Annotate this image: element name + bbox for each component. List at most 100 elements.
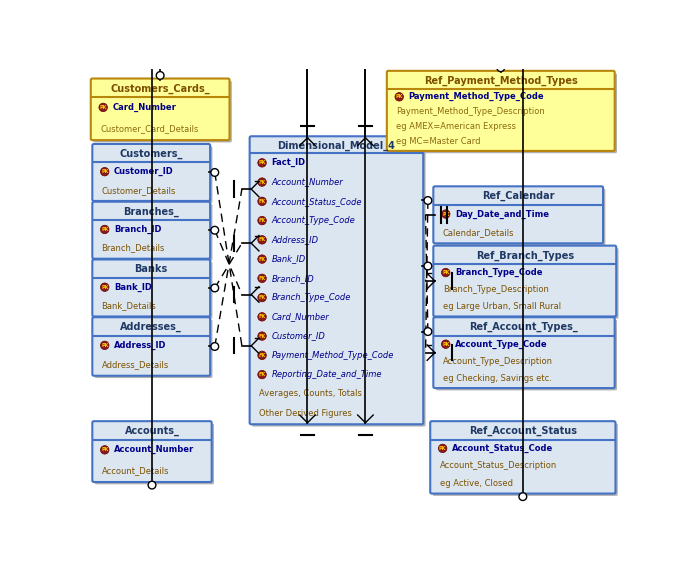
- Text: Branch_Type_Code: Branch_Type_Code: [271, 293, 351, 302]
- Text: Dimensional_Model_4: Dimensional_Model_4: [278, 140, 395, 151]
- Circle shape: [258, 274, 267, 283]
- Text: Addresses_: Addresses_: [121, 322, 182, 332]
- Text: PK: PK: [442, 270, 449, 275]
- Text: Ref_Account_Types_: Ref_Account_Types_: [470, 322, 578, 332]
- Text: PK: PK: [442, 341, 449, 347]
- Text: FK: FK: [258, 199, 266, 204]
- FancyBboxPatch shape: [94, 320, 212, 378]
- Text: FK: FK: [258, 238, 266, 242]
- Circle shape: [442, 268, 450, 277]
- Text: Account_Type_Code: Account_Type_Code: [271, 216, 355, 225]
- Text: Account_Number: Account_Number: [271, 178, 343, 187]
- Text: Customer_ID: Customer_ID: [114, 167, 174, 176]
- Text: FK: FK: [258, 256, 266, 262]
- Text: eg Active, Closed: eg Active, Closed: [440, 479, 513, 488]
- Circle shape: [211, 284, 218, 292]
- Circle shape: [424, 196, 432, 204]
- Circle shape: [258, 236, 267, 244]
- Text: Ref_Account_Status: Ref_Account_Status: [469, 426, 577, 436]
- Circle shape: [211, 226, 218, 234]
- Text: eg AMEX=American Express: eg AMEX=American Express: [396, 122, 516, 131]
- Circle shape: [211, 168, 218, 176]
- Text: Card_Number: Card_Number: [112, 103, 176, 112]
- Text: PK: PK: [439, 446, 446, 451]
- Circle shape: [258, 159, 267, 167]
- Text: Account_Status_Code: Account_Status_Code: [271, 197, 362, 206]
- Circle shape: [438, 444, 447, 453]
- Circle shape: [101, 445, 109, 454]
- FancyBboxPatch shape: [387, 71, 615, 151]
- Circle shape: [395, 93, 404, 101]
- Circle shape: [156, 71, 164, 79]
- FancyBboxPatch shape: [433, 246, 616, 316]
- Text: FK: FK: [258, 353, 266, 358]
- FancyBboxPatch shape: [433, 317, 615, 388]
- Text: Banks: Banks: [134, 264, 168, 275]
- FancyBboxPatch shape: [433, 186, 603, 243]
- FancyBboxPatch shape: [430, 421, 615, 493]
- Text: Accounts_: Accounts_: [125, 426, 179, 436]
- Text: PK: PK: [101, 285, 108, 289]
- Circle shape: [101, 225, 109, 234]
- Text: FK: FK: [258, 315, 266, 319]
- FancyBboxPatch shape: [433, 424, 618, 496]
- Circle shape: [258, 216, 267, 225]
- Circle shape: [258, 332, 267, 340]
- Text: FK: FK: [258, 295, 266, 300]
- FancyBboxPatch shape: [252, 139, 426, 427]
- Text: Fact_ID: Fact_ID: [271, 158, 305, 167]
- Text: Account_Type_Description: Account_Type_Description: [442, 357, 553, 365]
- Text: Customers_Cards_: Customers_Cards_: [110, 83, 210, 94]
- Text: Account_Details: Account_Details: [101, 466, 169, 475]
- Text: Account_Status_Code: Account_Status_Code: [452, 444, 553, 453]
- Text: FK: FK: [258, 276, 266, 281]
- Text: FK: FK: [258, 333, 266, 339]
- Circle shape: [258, 178, 267, 186]
- Text: FK: FK: [258, 372, 266, 377]
- Circle shape: [101, 167, 109, 176]
- Text: PK: PK: [101, 447, 108, 452]
- Text: PK: PK: [258, 160, 266, 166]
- FancyBboxPatch shape: [389, 73, 617, 153]
- FancyBboxPatch shape: [92, 259, 210, 316]
- Circle shape: [258, 293, 267, 302]
- Text: Account_Type_Code: Account_Type_Code: [455, 340, 548, 349]
- FancyBboxPatch shape: [249, 136, 423, 424]
- FancyBboxPatch shape: [94, 424, 214, 484]
- FancyBboxPatch shape: [92, 317, 210, 376]
- Text: Day_Date_and_Time: Day_Date_and_Time: [455, 210, 549, 219]
- Text: Branch_Type_Code: Branch_Type_Code: [455, 268, 542, 277]
- Circle shape: [258, 255, 267, 263]
- FancyBboxPatch shape: [92, 202, 210, 259]
- Text: Address_Details: Address_Details: [101, 360, 169, 369]
- Circle shape: [424, 262, 432, 270]
- Text: FK: FK: [258, 180, 266, 184]
- FancyBboxPatch shape: [93, 81, 232, 142]
- Text: PK: PK: [101, 227, 108, 232]
- FancyBboxPatch shape: [94, 204, 212, 261]
- Text: Branch_ID: Branch_ID: [271, 274, 314, 283]
- Text: Address_ID: Address_ID: [114, 341, 167, 350]
- Text: PK: PK: [395, 94, 403, 99]
- Text: Branch_Type_Description: Branch_Type_Description: [442, 285, 548, 294]
- Text: Customer_Card_Details: Customer_Card_Details: [100, 124, 198, 132]
- Text: eg Large Urban, Small Rural: eg Large Urban, Small Rural: [442, 302, 561, 311]
- Text: Branch_ID: Branch_ID: [114, 225, 161, 234]
- Text: Ref_Calendar: Ref_Calendar: [482, 191, 555, 202]
- FancyBboxPatch shape: [91, 79, 229, 140]
- Text: Reporting_Date_and_Time: Reporting_Date_and_Time: [271, 370, 382, 379]
- Circle shape: [519, 493, 526, 501]
- FancyBboxPatch shape: [435, 320, 617, 391]
- FancyBboxPatch shape: [94, 146, 212, 203]
- Text: Branch_Details: Branch_Details: [101, 243, 165, 252]
- Circle shape: [258, 312, 267, 321]
- Text: Customer_ID: Customer_ID: [271, 332, 325, 340]
- Circle shape: [442, 340, 450, 348]
- Text: Payment_Method_Type_Description: Payment_Method_Type_Description: [396, 107, 545, 116]
- Circle shape: [258, 371, 267, 379]
- Text: eg Checking, Savings etc.: eg Checking, Savings etc.: [442, 373, 551, 383]
- Text: Calendar_Details: Calendar_Details: [442, 228, 514, 237]
- Text: Bank_ID: Bank_ID: [271, 255, 306, 264]
- Circle shape: [101, 341, 109, 349]
- Circle shape: [258, 351, 267, 360]
